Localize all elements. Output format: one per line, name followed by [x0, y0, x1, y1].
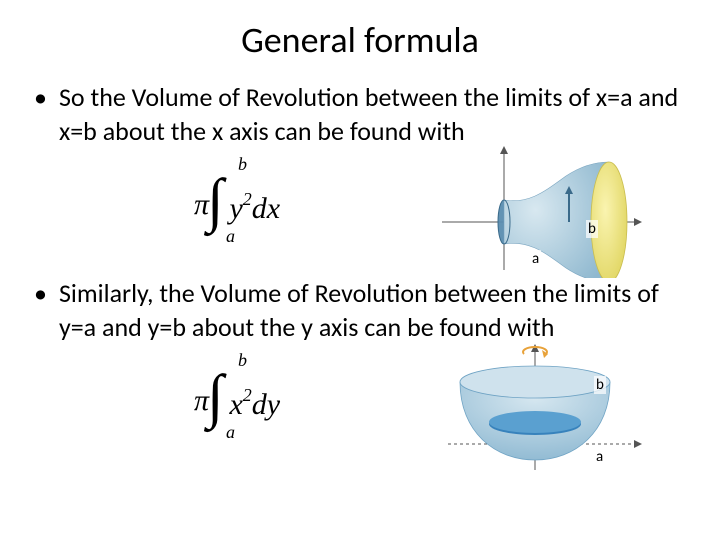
- lower-limit: a: [226, 226, 235, 247]
- upper-limit: b: [238, 154, 247, 175]
- exponent: 2: [243, 385, 252, 405]
- integral-symbol: ∫: [207, 362, 223, 431]
- integrand: y2dx: [229, 192, 280, 225]
- revolution-y-diagram: [420, 342, 650, 482]
- exponent: 2: [243, 189, 252, 209]
- label-b-2: b: [594, 376, 606, 394]
- lower-limit: a: [226, 422, 235, 443]
- var-y: y: [229, 192, 242, 225]
- formula-2: π∫bax2dy: [194, 356, 280, 425]
- revolution-x-diagram: [434, 142, 654, 278]
- differential: dy: [252, 388, 280, 421]
- content-area: • So the Volume of Revolution between th…: [0, 80, 720, 476]
- bullet-2-text: Similarly, the Volume of Revolution betw…: [59, 276, 686, 344]
- formula-2-region: π∫bax2dy b: [194, 348, 686, 476]
- formula-1-region: π∫bay2dx: [194, 152, 686, 270]
- upper-limit: b: [238, 350, 247, 371]
- integral-symbol: ∫: [207, 166, 223, 235]
- page-title: General formula: [0, 0, 720, 80]
- label-a-2: a: [594, 448, 605, 466]
- integrand: x2dy: [229, 388, 280, 421]
- formula-1: π∫bay2dx: [194, 160, 280, 229]
- bullet-1-text: So the Volume of Revolution between the …: [59, 80, 686, 148]
- differential: dx: [252, 192, 280, 225]
- bullet-1: • So the Volume of Revolution between th…: [34, 80, 686, 148]
- label-b-1: b: [586, 220, 598, 238]
- label-a-1: a: [530, 250, 541, 268]
- bullet-2: • Similarly, the Volume of Revolution be…: [34, 276, 686, 344]
- bullet-dot-icon: •: [34, 80, 47, 114]
- var-x: x: [229, 388, 242, 421]
- bullet-dot-icon: •: [34, 276, 47, 310]
